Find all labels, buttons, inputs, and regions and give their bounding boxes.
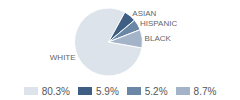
svg-text:HISPANIC: HISPANIC: [140, 19, 177, 28]
html-text:80.3%: 80.3%: [41, 85, 70, 97]
svg-text:ASIAN: ASIAN: [132, 9, 156, 18]
svg-text:BLACK: BLACK: [145, 34, 172, 43]
html-text:8.7%: 8.7%: [193, 85, 217, 97]
html-text:5.2%: 5.2%: [144, 85, 168, 97]
html-text:5.9%: 5.9%: [96, 85, 119, 97]
svg-text:WHITE: WHITE: [50, 53, 76, 62]
